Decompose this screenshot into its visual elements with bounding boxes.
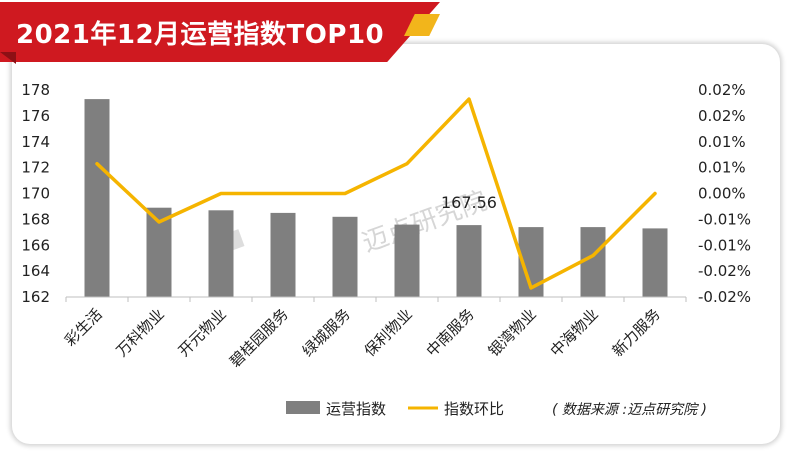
left-tick-label: 178 [21,81,50,99]
left-tick-label: 174 [21,133,50,151]
left-tick-label: 166 [21,236,50,254]
right-tick-label: -0.02% [698,262,751,280]
category-label: 新力服务 [609,305,664,360]
right-axis-ticks: -0.02% -0.02% -0.01% -0.01% 0.00% 0.01% 0.01% 0… [698,81,751,306]
right-tick-label: 0.01% [698,133,746,151]
category-label: 绿城服务 [299,305,354,360]
category-label: 万科物业 [113,305,168,360]
chart-title: 2021年12月运营指数TOP10 [16,20,385,50]
source-note: ( 数据来源 :迈点研究院 ) [552,402,707,418]
legend-line-label: 指数环比 [444,400,504,418]
legend: 运营指数 指数环比 [286,400,504,418]
line-series [95,97,657,290]
data-labels: 167.56 [441,193,497,212]
category-label: 开元物业 [175,305,230,360]
left-tick-label: 172 [21,159,50,177]
left-axis-ticks: 162 164 166 168 170 172 174 176 178 [21,81,50,306]
bar [394,224,420,297]
bar [270,212,296,297]
legend-bar-swatch [286,401,320,414]
right-tick-label: -0.01% [698,210,751,228]
bar [642,228,668,297]
data-label: 167.56 [441,193,497,212]
left-tick-label: 168 [21,210,50,228]
right-tick-label: 0.01% [698,159,746,177]
left-tick-label: 170 [21,185,50,203]
bar [332,216,358,297]
category-label: 碧桂园服务 [226,305,292,371]
left-tick-label: 162 [21,288,50,306]
right-tick-label: 0.02% [698,81,746,99]
legend-bar-label: 运营指数 [326,400,386,418]
x-tick-marks [65,297,687,302]
line-path [95,97,657,290]
title-banner [0,2,440,62]
banner-accent [404,14,440,36]
category-label: 保利物业 [361,305,416,360]
bar [580,227,606,297]
right-tick-label: -0.01% [698,236,751,254]
category-label: 银湾物业 [485,305,540,360]
right-tick-label: -0.02% [698,288,751,306]
right-tick-label: 0.02% [698,107,746,125]
left-tick-label: 176 [21,107,50,125]
left-tick-label: 164 [21,262,50,280]
bar [208,210,234,297]
bar [84,99,110,297]
right-tick-label: 0.00% [698,185,746,203]
category-label: 中南服务 [423,305,478,360]
category-label: 彩生活 [61,305,106,350]
bar-series [84,99,668,297]
bar [456,225,482,297]
category-label: 中海物业 [547,305,602,360]
